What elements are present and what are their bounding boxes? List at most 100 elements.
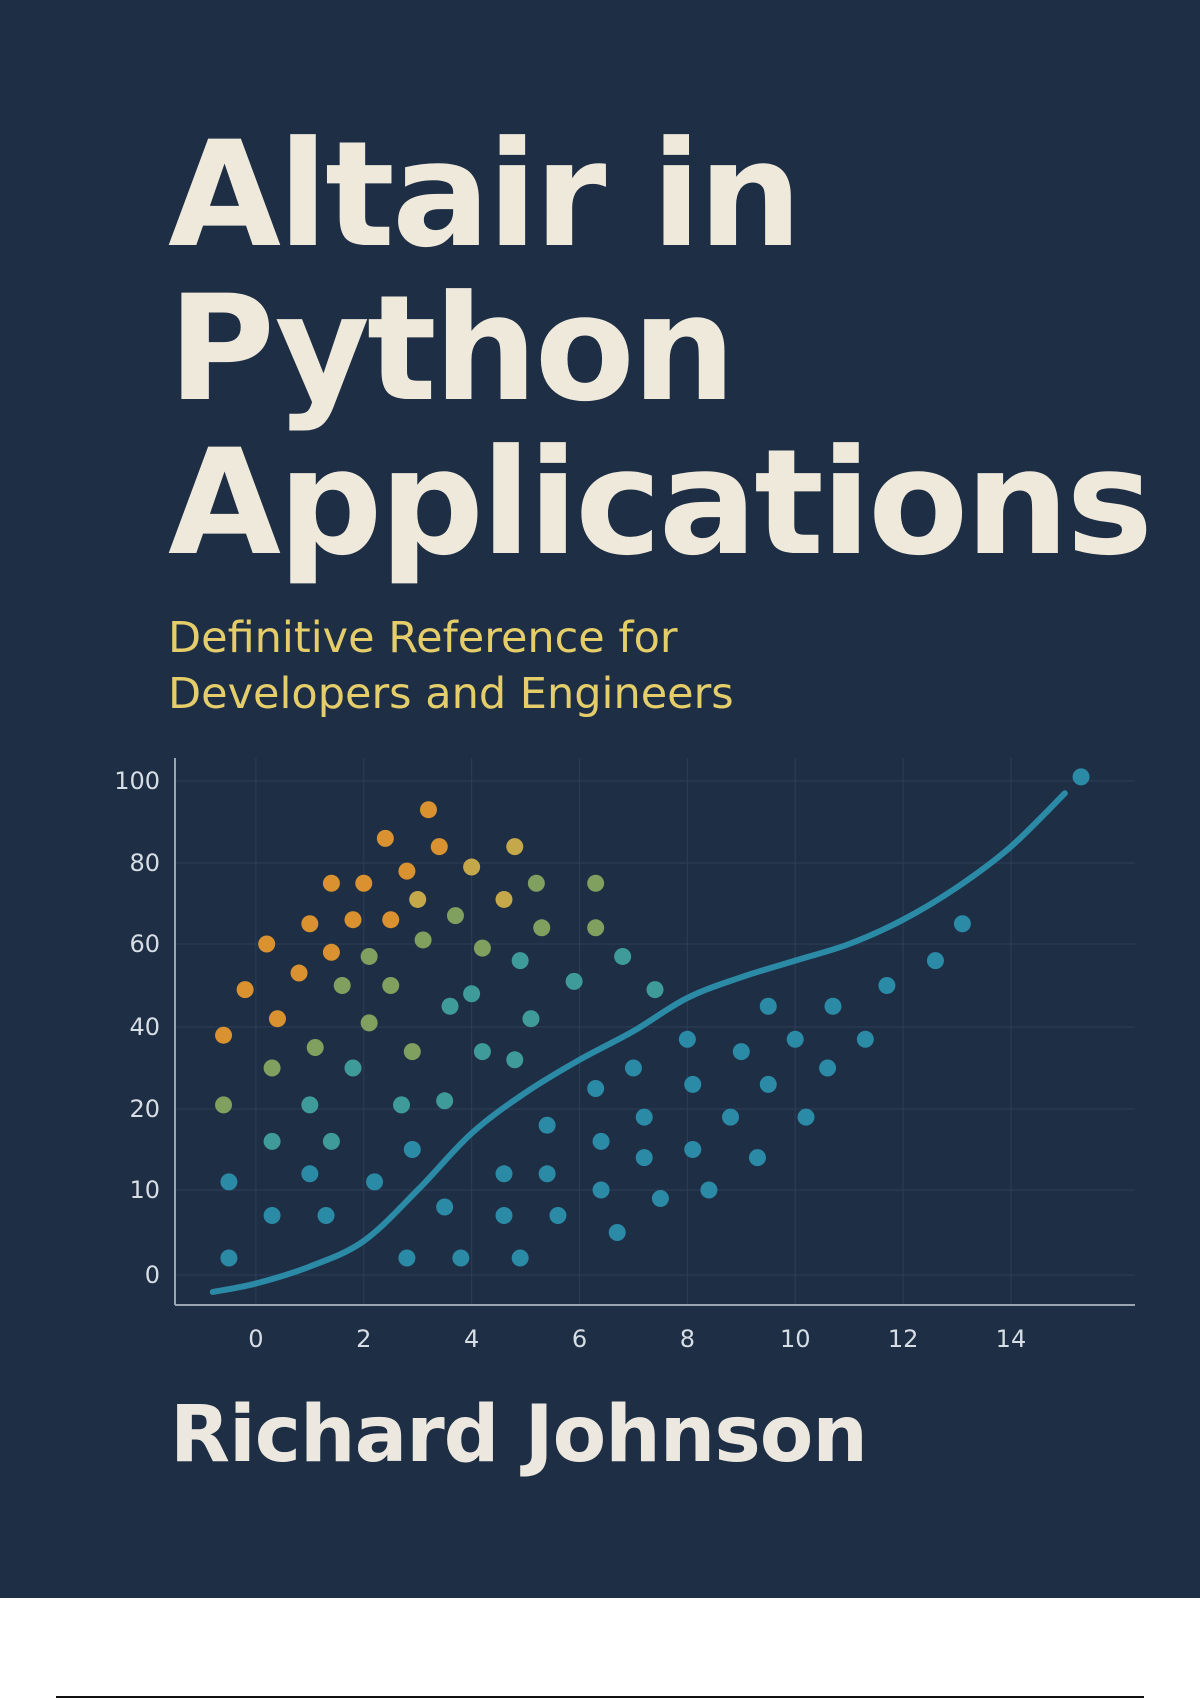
scatter-point [263,1207,281,1224]
scatter-point [414,931,432,949]
scatter-point [635,1108,653,1126]
y-tick-label: 100 [114,767,160,795]
x-tick-label: 8 [680,1325,695,1353]
scatter-point [398,862,416,880]
scatter-point [635,1149,653,1167]
scatter-point [700,1181,718,1199]
scatter-point [446,907,464,925]
scatter-point [436,1092,454,1110]
book-subtitle: Definitive Reference for Developers and … [168,610,734,722]
scatter-point [403,1043,421,1061]
scatter-point [215,1026,233,1044]
scatter-point [220,1173,238,1191]
scatter-point [495,1207,513,1224]
scatter-point [463,985,481,1003]
scatter-point [592,1132,610,1150]
scatter-point [290,964,308,982]
scatter-point [684,1075,702,1093]
scatter-point [587,874,605,892]
author-name: Richard Johnson [170,1390,868,1480]
scatter-point [322,943,340,961]
scatter-point [511,952,529,970]
scatter-point [398,1249,416,1267]
scatter-point [926,952,944,970]
x-tick-label: 4 [464,1325,479,1353]
scatter-point [301,915,319,933]
book-title: Altair in Python Applications [168,110,1153,588]
scatter-point [263,1132,281,1150]
x-tick-label: 0 [248,1325,263,1353]
scatter-point [258,935,276,953]
y-tick-label: 20 [129,1095,160,1123]
scatter-point [382,911,400,929]
scatter-point [236,981,254,999]
scatter-point [565,972,583,990]
scatter-point [366,1173,384,1191]
scatter-point [473,1043,491,1061]
scatter-point [322,1132,340,1150]
y-tick-label: 60 [129,930,160,958]
scatter-point [268,1010,286,1028]
x-tick-label: 6 [572,1325,587,1353]
scatter-point [403,1141,421,1158]
scatter-point [506,838,524,856]
scatter-point [463,858,481,876]
title-line-1: Altair in [168,110,802,280]
x-tick-label: 2 [356,1325,371,1353]
scatter-point [344,1059,362,1077]
scatter-point [624,1059,642,1077]
scatter-point [436,1198,454,1216]
scatter-point [322,874,340,892]
scatter-point [220,1249,238,1267]
scatter-point [592,1181,610,1199]
scatter-point [473,939,491,957]
title-line-3: Applications [168,418,1153,588]
scatter-point [360,947,378,965]
scatter-point [317,1207,335,1224]
scatter-point [333,977,351,994]
scatter-point [759,997,777,1015]
subtitle-line-2: Developers and Engineers [168,669,734,719]
scatter-point [587,1080,605,1097]
scatter-point [527,874,545,892]
scatter-point [732,1043,750,1061]
scatter-point [441,997,459,1015]
scatter-point [430,838,448,856]
scatter-point [646,981,664,999]
scatter-point [360,1014,378,1032]
y-tick-label: 80 [129,849,160,877]
y-tick-label: 10 [129,1176,160,1204]
scatter-point [856,1030,874,1048]
x-tick-label: 10 [780,1325,811,1353]
scatter-point [538,1116,556,1134]
scatter-point [301,1165,319,1183]
scatter-point [797,1108,815,1126]
scatter-point [678,1030,696,1048]
scatter-point [393,1096,411,1114]
scatter-point [684,1141,702,1158]
scatter-point [495,890,513,908]
book-cover: Altair in Python Applications Definitive… [0,0,1200,1598]
scatter-point [506,1051,524,1069]
scatter-point [614,947,632,965]
scatter-point [587,919,605,937]
scatter-point [651,1190,669,1207]
scatter-point [538,1165,556,1183]
scatter-point [608,1224,626,1241]
scatter-point [511,1249,529,1267]
scatter-point [263,1059,281,1077]
scatter-point [306,1039,324,1056]
scatter-point [748,1149,766,1167]
bottom-rule [56,1696,1144,1698]
scatter-point [759,1075,777,1093]
scatter-point [953,915,971,933]
scatter-point [522,1010,540,1028]
scatter-point [533,919,551,937]
scatter-point [355,874,373,892]
scatter-point [344,911,362,929]
scatter-point [452,1249,470,1267]
y-tick-label: 0 [145,1261,160,1289]
scatter-point [1072,768,1090,786]
scatter-point [549,1207,567,1224]
scatter-point [419,801,437,819]
